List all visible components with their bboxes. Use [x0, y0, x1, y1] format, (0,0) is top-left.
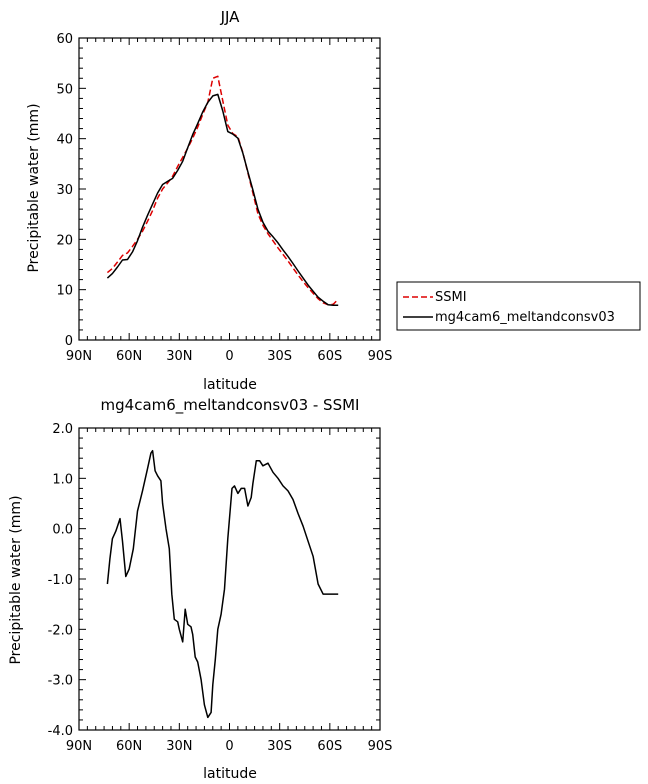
- top-plot-area: 90N 60N 30N 0 30S 60S 90S 0 10 20 30 40 50 60: [56, 32, 392, 364]
- top-x-tick-label: 30N: [166, 349, 192, 364]
- bottom-y-tick-label: -3.0: [48, 674, 73, 689]
- top-x-axis-label: latitude: [203, 377, 257, 393]
- top-plot-frame: [78, 37, 381, 341]
- bottom-x-tick-label: 30S: [267, 739, 292, 754]
- top-x-tick-label: 90N: [66, 349, 92, 364]
- top-y-tick-label: 60: [56, 32, 73, 47]
- bottom-y-tick-label: -1.0: [48, 573, 73, 588]
- top-y-tick-label: 40: [56, 133, 73, 148]
- top-y-tick-label: 50: [56, 82, 73, 97]
- top-chart-panel: JJA 90N 60N 30N 0 30S 60S 90S 0 10 20 30 40 50 60 lat…: [26, 8, 392, 393]
- top-x-tick-label: 30S: [267, 349, 292, 364]
- top-y-tick-label: 30: [56, 183, 73, 198]
- top-chart-title: JJA: [220, 8, 241, 26]
- legend-label-model: mg4cam6_meltandconsv03: [435, 310, 615, 325]
- legend: SSMI mg4cam6_meltandconsv03: [396, 281, 641, 331]
- bottom-series-line-0: [106, 449, 339, 719]
- top-x-tick-label: 90S: [368, 349, 393, 364]
- top-x-tick-label: 60N: [116, 349, 142, 364]
- bottom-y-axis-label: Precipitable water (mm): [8, 495, 24, 664]
- bottom-x-tick-label: 60S: [317, 739, 342, 754]
- top-series-line-1: [106, 93, 339, 307]
- top-x-tick-label: 60S: [317, 349, 342, 364]
- top-series-line-0: [106, 75, 339, 306]
- top-y-tick-label: 20: [56, 233, 73, 248]
- top-y-tick-label: 0: [65, 334, 73, 349]
- bottom-y-tick-label: 0.0: [52, 523, 73, 538]
- legend-box: [396, 281, 641, 331]
- top-x-tick-label: 0: [225, 349, 233, 364]
- bottom-x-tick-label: 30N: [166, 739, 192, 754]
- bottom-y-tick-label: -2.0: [48, 623, 73, 638]
- bottom-x-tick-label: 60N: [116, 739, 142, 754]
- bottom-chart-panel: mg4cam6_meltandconsv03 - SSMI 90N 60N 30N 0…: [8, 396, 392, 782]
- bottom-y-tick-label: 1.0: [52, 472, 73, 487]
- bottom-chart-title: mg4cam6_meltandconsv03 - SSMI: [101, 396, 360, 415]
- bottom-plot-area: 90N 60N 30N 0 30S 60S 90S -4.0 -3.0 -2.0 -1.0 0.0 1.…: [48, 422, 393, 754]
- bottom-y-tick-label: -4.0: [48, 724, 73, 739]
- top-y-tick-label: 10: [56, 284, 73, 299]
- bottom-x-tick-label: 90S: [368, 739, 393, 754]
- top-y-axis-label: Precipitable water (mm): [26, 103, 42, 272]
- bottom-x-tick-label: 90N: [66, 739, 92, 754]
- bottom-y-tick-label: 2.0: [52, 422, 73, 437]
- bottom-plot-frame: [78, 427, 381, 731]
- bottom-x-axis-label: latitude: [203, 766, 257, 782]
- bottom-x-tick-label: 0: [225, 739, 233, 754]
- legend-label-ssmi: SSMI: [435, 290, 467, 305]
